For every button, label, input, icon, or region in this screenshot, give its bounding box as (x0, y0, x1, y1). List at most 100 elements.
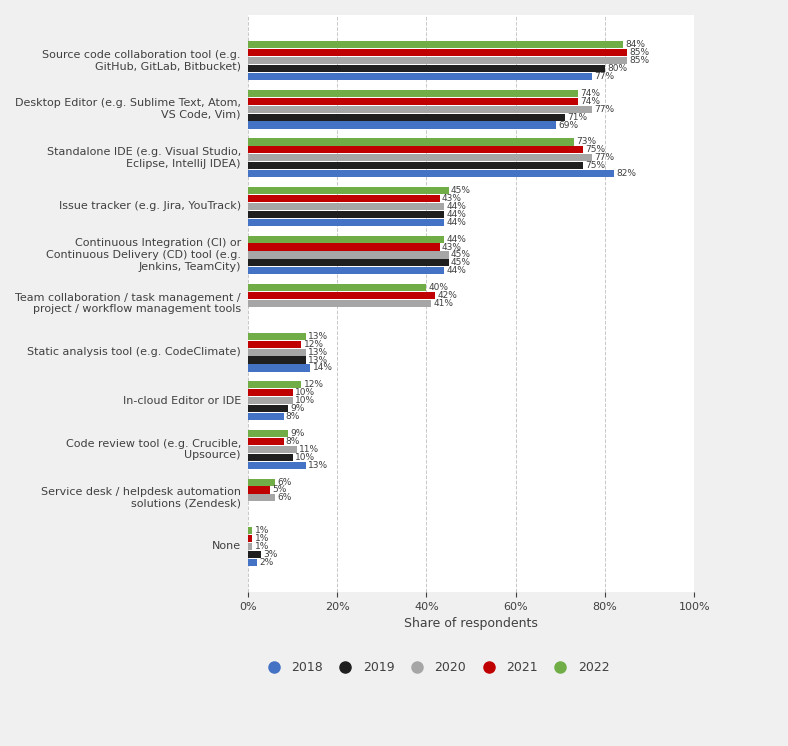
Bar (248, 98, 578, 105)
Bar (248, 73, 592, 80)
Bar (248, 260, 448, 266)
Bar (248, 187, 448, 194)
Text: 45%: 45% (451, 251, 471, 260)
Bar (248, 210, 444, 218)
Text: 8%: 8% (286, 437, 300, 446)
Bar (248, 486, 270, 494)
Bar (248, 535, 252, 542)
Bar (248, 219, 444, 226)
Bar (248, 267, 444, 275)
X-axis label: Share of respondents: Share of respondents (404, 618, 538, 630)
Text: 44%: 44% (447, 210, 466, 219)
Bar (248, 348, 306, 356)
Bar (248, 527, 252, 534)
Bar (248, 300, 431, 307)
Text: 1%: 1% (255, 526, 269, 535)
Bar (248, 57, 627, 64)
Text: 41%: 41% (433, 299, 453, 308)
Text: 85%: 85% (630, 56, 649, 65)
Bar (248, 430, 288, 437)
Text: 13%: 13% (308, 332, 329, 341)
Text: 43%: 43% (442, 242, 462, 251)
Text: 1%: 1% (255, 534, 269, 543)
Text: 80%: 80% (607, 64, 627, 73)
Text: 14%: 14% (313, 363, 333, 372)
Text: 45%: 45% (451, 186, 471, 195)
Bar (248, 478, 275, 486)
Bar (248, 389, 292, 396)
Bar (248, 495, 275, 501)
Bar (248, 446, 297, 453)
Bar (248, 341, 302, 348)
Bar (248, 405, 288, 413)
Bar (248, 195, 440, 202)
Text: 69%: 69% (558, 121, 578, 130)
Text: 84%: 84% (625, 40, 645, 49)
Bar (248, 397, 292, 404)
Text: 13%: 13% (308, 460, 329, 470)
Text: 74%: 74% (581, 97, 600, 106)
Bar (248, 438, 284, 445)
Text: 85%: 85% (630, 48, 649, 57)
Text: 6%: 6% (277, 493, 292, 502)
Text: 75%: 75% (585, 161, 605, 170)
Bar (248, 333, 306, 340)
Bar (248, 170, 614, 177)
Bar (248, 41, 623, 48)
Text: 42%: 42% (437, 291, 458, 300)
Text: 10%: 10% (295, 396, 315, 405)
Text: 9%: 9% (290, 429, 305, 438)
Text: 44%: 44% (447, 235, 466, 244)
Bar (248, 559, 257, 566)
Bar (248, 251, 448, 259)
Bar (248, 162, 582, 169)
Bar (248, 284, 426, 291)
Text: 8%: 8% (286, 412, 300, 421)
Text: 1%: 1% (255, 542, 269, 551)
Text: 12%: 12% (303, 380, 324, 389)
Legend: 2018, 2019, 2020, 2021, 2022: 2018, 2019, 2020, 2021, 2022 (256, 656, 615, 679)
Bar (248, 454, 292, 461)
Text: 11%: 11% (299, 445, 319, 454)
Text: 13%: 13% (308, 356, 329, 365)
Text: 12%: 12% (303, 339, 324, 348)
Text: 75%: 75% (585, 145, 605, 154)
Text: 6%: 6% (277, 477, 292, 486)
Text: 3%: 3% (263, 550, 278, 559)
Text: 77%: 77% (593, 153, 614, 163)
Text: 71%: 71% (567, 113, 587, 122)
Bar (248, 243, 440, 251)
Text: 10%: 10% (295, 453, 315, 462)
Text: 10%: 10% (295, 389, 315, 398)
Bar (248, 292, 435, 299)
Text: 44%: 44% (447, 266, 466, 275)
Text: 40%: 40% (429, 283, 448, 292)
Bar (248, 551, 262, 558)
Bar (248, 413, 284, 420)
Text: 74%: 74% (581, 89, 600, 98)
Text: 82%: 82% (616, 169, 636, 178)
Bar (248, 236, 444, 242)
Text: 43%: 43% (442, 194, 462, 203)
Bar (248, 381, 302, 389)
Bar (248, 146, 582, 154)
Bar (248, 49, 627, 56)
Text: 44%: 44% (447, 202, 466, 211)
Text: 13%: 13% (308, 348, 329, 357)
Bar (248, 122, 556, 128)
Bar (248, 113, 565, 121)
Bar (248, 90, 578, 97)
Text: 77%: 77% (593, 104, 614, 113)
Text: 2%: 2% (259, 558, 273, 567)
Text: 5%: 5% (273, 486, 287, 495)
Bar (248, 106, 592, 113)
Text: 9%: 9% (290, 404, 305, 413)
Bar (248, 357, 306, 363)
Bar (248, 203, 444, 210)
Bar (248, 462, 306, 468)
Bar (248, 139, 574, 145)
Bar (248, 65, 605, 72)
Bar (248, 543, 252, 550)
Text: 45%: 45% (451, 258, 471, 267)
Text: 44%: 44% (447, 218, 466, 227)
